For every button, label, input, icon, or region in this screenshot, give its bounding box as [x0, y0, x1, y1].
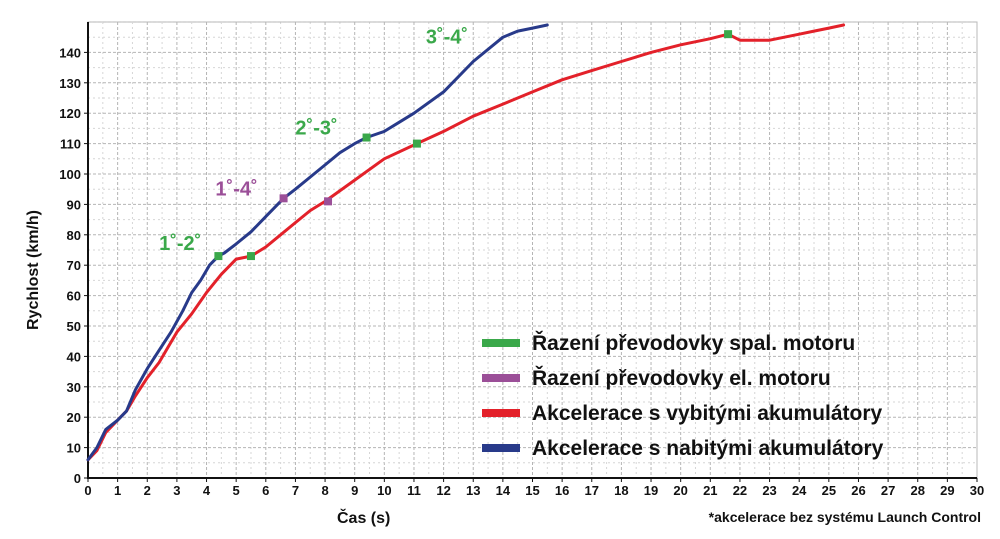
y-tick-label: 20 [67, 410, 81, 425]
x-tick-label: 8 [321, 483, 328, 498]
y-tick-label: 0 [74, 471, 81, 486]
footnote: *akcelerace bez systému Launch Control [709, 509, 981, 525]
x-tick-label: 24 [792, 483, 807, 498]
x-tick-label: 11 [407, 483, 421, 498]
y-tick-label: 140 [59, 45, 81, 60]
y-tick-label: 80 [67, 228, 81, 243]
y-tick-labels: 0 10 20 30 40 50 60 70 80 90 100 110 120 130 140 [59, 45, 88, 486]
y-tick-label: 40 [67, 349, 81, 364]
x-tick-label: 18 [614, 483, 628, 498]
legend-label: Řazení převodovky spal. motoru [532, 331, 855, 355]
y-tick-label: 50 [67, 319, 81, 334]
x-tick-label: 1 [114, 483, 121, 498]
x-tick-label: 10 [377, 483, 391, 498]
x-tick-label: 19 [644, 483, 658, 498]
x-tick-label: 28 [910, 483, 924, 498]
x-tick-label: 9 [351, 483, 358, 498]
x-tick-label: 7 [292, 483, 299, 498]
legend-swatch [482, 444, 520, 452]
x-tick-label: 13 [466, 483, 480, 498]
legend-label: Akcelerace s vybitými akumulátory [532, 402, 883, 425]
shift-markers [214, 30, 733, 261]
x-tick-label: 3 [173, 483, 180, 498]
legend-swatch [482, 339, 520, 347]
legend-label: Akcelerace s nabitými akumulátory [532, 437, 884, 460]
y-tick-label: 60 [67, 289, 81, 304]
shift-annotation: 2˚-3˚ [295, 116, 337, 139]
x-tick-label: 6 [262, 483, 269, 498]
x-tick-label: 15 [525, 483, 539, 498]
y-tick-label: 90 [67, 197, 81, 212]
x-tick-label: 23 [762, 483, 776, 498]
x-tick-labels: 0 1 2 3 4 5 6 7 8 9 10 11 12 13 14 15 16 17 18 19 20 21 22 23 24… [84, 478, 984, 498]
x-tick-label: 17 [585, 483, 599, 498]
x-tick-label: 16 [555, 483, 569, 498]
x-tick-label: 29 [940, 483, 954, 498]
x-tick-label: 4 [203, 483, 211, 498]
x-tick-label: 22 [733, 483, 747, 498]
x-tick-label: 12 [436, 483, 450, 498]
shift-annotation: 3˚-4˚ [426, 25, 468, 48]
y-tick-label: 100 [59, 167, 81, 182]
shift-annotations: 1˚-2˚ 1˚-4˚ 2˚-3˚ 3˚-4˚ [159, 25, 468, 255]
y-axis-title: Rychlost (km/h) [25, 210, 42, 330]
shift-marker [324, 197, 333, 206]
shift-annotation: 1˚-2˚ [159, 232, 201, 255]
x-tick-label: 25 [822, 483, 836, 498]
shift-marker [412, 139, 421, 148]
grid-lines [87, 21, 978, 479]
x-tick-label: 5 [233, 483, 240, 498]
legend-label: Řazení převodovky el. motoru [532, 366, 831, 390]
x-tick-label: 30 [970, 483, 984, 498]
series-lines [86, 23, 846, 462]
y-tick-label: 130 [59, 76, 81, 91]
legend-swatch [482, 374, 520, 382]
x-tick-label: 14 [496, 483, 511, 498]
series-line-2 [86, 23, 549, 462]
x-tick-label: 2 [144, 483, 151, 498]
y-tick-label: 110 [60, 137, 81, 152]
x-axis-title: Čas (s) [337, 508, 390, 527]
y-tick-label: 30 [67, 380, 81, 395]
x-tick-label: 20 [673, 483, 687, 498]
y-tick-label: 120 [59, 106, 81, 121]
x-tick-label: 26 [851, 483, 865, 498]
y-tick-label: 70 [67, 258, 81, 273]
x-tick-label: 21 [703, 483, 717, 498]
y-tick-label: 10 [67, 441, 81, 456]
shift-marker [724, 30, 733, 39]
legend: Řazení převodovky spal. motoru Řazení pře… [482, 331, 884, 460]
x-tick-label: 27 [881, 483, 895, 498]
shift-annotation: 1˚-4˚ [215, 177, 257, 200]
legend-swatch [482, 409, 520, 417]
x-tick-label: 0 [84, 483, 91, 498]
shift-marker [214, 252, 223, 261]
series-line-1 [86, 23, 846, 462]
shift-marker [362, 133, 371, 142]
shift-marker [279, 194, 288, 203]
shift-marker [246, 252, 255, 261]
